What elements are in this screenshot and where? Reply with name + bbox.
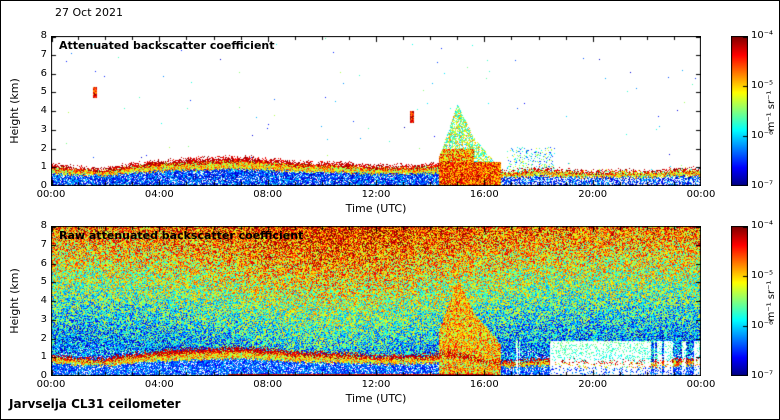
x-tick-label: 16:00 <box>469 189 499 200</box>
y-tick-label: 4 <box>40 295 47 306</box>
y-tick-label: 0 <box>40 370 47 381</box>
y-tick-label: 8 <box>40 30 47 41</box>
x-tick-label: 20:00 <box>578 379 608 390</box>
x-tick-label: 12:00 <box>361 189 391 200</box>
y-tick-label: 5 <box>40 86 47 98</box>
x-tick-label: 08:00 <box>253 189 283 200</box>
y-tick-label: 6 <box>40 257 47 269</box>
x-tick-label: 00:00 <box>686 189 716 200</box>
x-tick-label: 20:00 <box>578 189 608 200</box>
colorbar-tick-label: 10⁻⁴ <box>751 220 774 231</box>
y-tick-label: 0 <box>40 180 47 191</box>
x-axis-label-top: Time (UTC) <box>345 202 407 215</box>
colorbar-unit-label-bottom: m⁻¹ sr⁻¹ <box>766 280 777 322</box>
instrument-label: Jarvselja CL31 ceilometer <box>9 397 181 411</box>
x-tick-label: 00:00 <box>36 379 66 390</box>
x-tick-label: 00:00 <box>686 379 716 390</box>
y-tick-label: 5 <box>40 276 47 288</box>
colorbar-unit-label-top: m⁻¹ sr⁻¹ <box>766 90 777 132</box>
y-tick-label: 7 <box>40 48 47 60</box>
y-tick-label: 3 <box>40 123 47 135</box>
y-tick-label: 1 <box>40 351 47 363</box>
x-tick-label: 04:00 <box>144 189 174 200</box>
x-tick-label: 16:00 <box>469 379 499 390</box>
x-tick-label: 04:00 <box>144 379 174 390</box>
colorbar-tick-label: 10⁻⁵ <box>751 270 774 281</box>
raw-backscatter-heatmap <box>51 226 701 376</box>
colorbar-top <box>731 36 748 186</box>
x-tick-label: 08:00 <box>253 379 283 390</box>
colorbar-tick-label: 10⁻⁶ <box>751 130 774 141</box>
colorbar-tick-label: 10⁻⁶ <box>751 320 774 331</box>
panel-title-raw: Raw attenuated backscatter coefficient <box>59 229 304 242</box>
colorbar-tick-label: 10⁻⁴ <box>751 30 774 41</box>
y-tick-label: 1 <box>40 161 47 173</box>
y-tick-label: 3 <box>40 313 47 325</box>
x-tick-label: 00:00 <box>36 189 66 200</box>
colorbar-bottom <box>731 226 748 376</box>
y-tick-label: 2 <box>40 332 47 344</box>
x-axis-label-bottom: Time (UTC) <box>345 392 407 405</box>
y-tick-label: 6 <box>40 67 47 79</box>
colorbar-tick-label: 10⁻⁷ <box>751 370 774 381</box>
panel-title-attenuated: Attenuated backscatter coefficient <box>59 39 275 52</box>
y-tick-label: 2 <box>40 142 47 154</box>
attenuated-backscatter-heatmap <box>51 36 701 186</box>
colorbar-tick-label: 10⁻⁷ <box>751 180 774 191</box>
y-axis-label-top: Height (km) <box>8 78 21 144</box>
y-tick-label: 8 <box>40 220 47 231</box>
x-tick-label: 12:00 <box>361 379 391 390</box>
colorbar-tick-label: 10⁻⁵ <box>751 80 774 91</box>
y-axis-label-bottom: Height (km) <box>8 268 21 334</box>
y-tick-label: 7 <box>40 238 47 250</box>
date-label: 27 Oct 2021 <box>55 6 124 19</box>
y-tick-label: 4 <box>40 105 47 116</box>
